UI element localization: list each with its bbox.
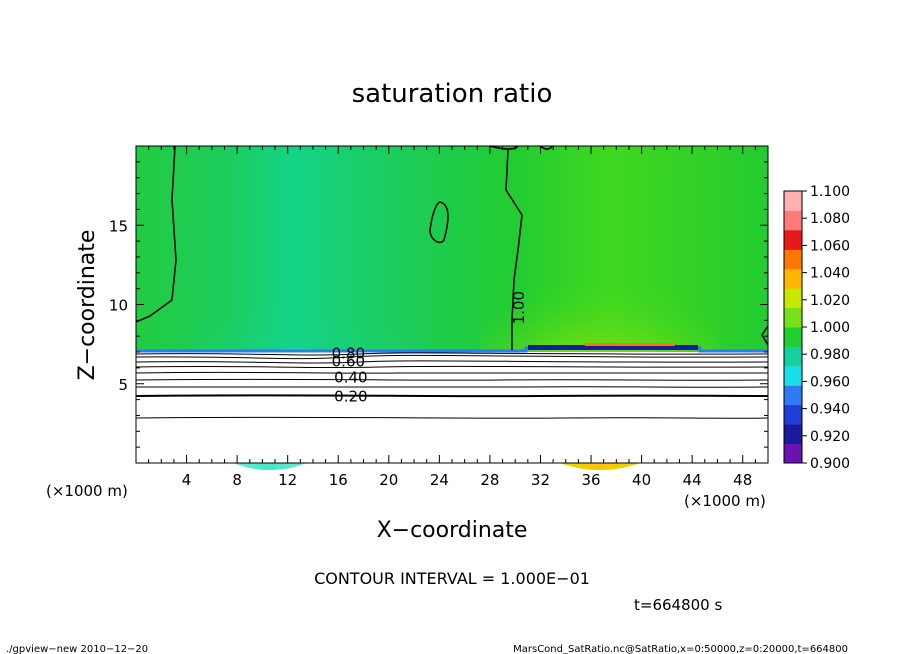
contour-label: 0.40 [334,368,367,386]
colorbar-label: 1.100 [810,184,850,200]
x-axis-label: X−coordinate [377,518,528,543]
colorbar-swatch [784,210,802,231]
colorbar-swatch [784,346,802,367]
x-tick-label: 4 [182,471,192,489]
contour-interval-text: CONTOUR INTERVAL = 1.000E−01 [314,569,590,588]
colorbar-label: 0.920 [810,429,850,445]
x-tick-label: 16 [329,471,348,489]
contour-label: 0.20 [334,387,367,405]
colorbar-swatch [784,307,802,328]
y-axis-label: Z−coordinate [75,230,100,381]
colorbar-swatch [784,327,802,347]
colorbar-label: 1.080 [810,211,850,227]
colorbar-swatch [784,249,802,270]
colorbar-swatch [784,443,802,464]
contour-label: 1.00 [510,291,528,324]
contour-label-group: 0.80 0.60 0.40 0.20 1.00 [332,291,528,405]
colorbar-swatch [784,404,802,425]
chart-title: saturation ratio [352,79,553,109]
x-unit-label-right: (×1000 m) [684,492,766,510]
y-axis: 5 10 15 [109,161,768,448]
colorbar-label: 0.900 [810,456,850,472]
colorbar-label: 1.040 [810,266,850,282]
time-text: t=664800 s [634,596,722,614]
x-tick-label: 48 [733,471,752,489]
contour-label: 0.60 [332,353,365,371]
colorbar-swatch [784,424,802,445]
contour-lines-upper [135,145,769,350]
x-tick-label: 24 [430,471,449,489]
contour-lines [135,352,769,419]
colorbar-swatch [784,288,802,309]
dark-band [528,345,698,350]
colorbar-swatch [784,385,802,406]
x-tick-label: 12 [278,471,297,489]
y-tick-label: 15 [109,217,128,235]
x-tick-label: 40 [632,471,651,489]
colorbar-label: 1.060 [810,238,850,254]
contour-label: 0.80 [332,345,365,363]
colorbar-label: 0.960 [810,374,850,390]
x-tick-label: 32 [531,471,550,489]
x-tick-label: 20 [379,471,398,489]
x-tick-label: 8 [232,471,242,489]
x-unit-label-left: (×1000 m) [46,482,128,500]
x-axis: 4 8 12 16 20 24 28 32 36 40 44 48 [148,146,756,489]
colorbar-swatch [784,268,802,289]
colorbar-label: 0.940 [810,402,850,418]
colorbar-swatch [784,191,802,211]
colorbar-swatch [784,229,802,250]
colorbar-label: 1.000 [810,320,850,336]
colorbar-label: 1.020 [810,293,850,309]
colorbar: 0.900 0.920 0.940 0.960 0.980 1.000 1.020 1.040… [783,184,850,472]
x-tick-label: 36 [581,471,600,489]
footer-right: MarsCond_SatRatio.nc@SatRatio,x=0:50000,… [513,644,848,654]
colorbar-label: 0.980 [810,347,850,363]
orange-band [585,343,675,346]
plot-area: 0.80 0.60 0.40 0.20 1.00 [135,145,769,470]
x-tick-label: 44 [683,471,702,489]
footer-left: ./gpview−new 2010−12−20 [6,644,148,654]
lower-field [136,352,768,463]
y-tick-label: 5 [118,376,128,394]
x-tick-label: 28 [480,471,499,489]
colorbar-swatch [784,365,802,386]
y-tick-label: 10 [109,297,128,315]
